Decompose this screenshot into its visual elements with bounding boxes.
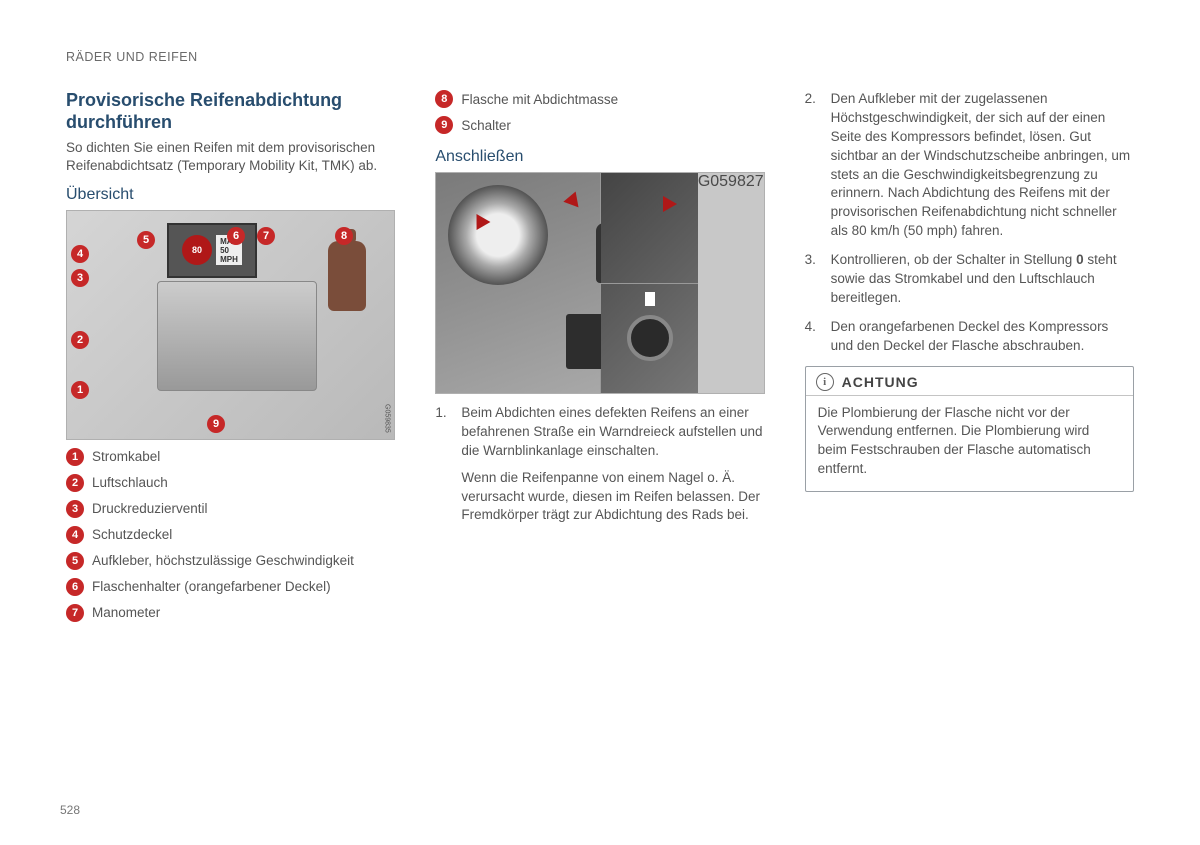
page-number: 528 <box>60 803 80 817</box>
list-number-icon: 4 <box>66 526 84 544</box>
callout-1: 1 <box>71 381 89 399</box>
callout-2: 2 <box>71 331 89 349</box>
page-columns: Provisorische Reifenabdichtung durchführ… <box>66 90 1134 630</box>
list-number-icon: 9 <box>435 116 453 134</box>
step-text: Beim Abdichten eines defekten Reifens an… <box>461 405 762 458</box>
list-number-icon: 6 <box>66 578 84 596</box>
figure-code: G059835 <box>383 404 390 433</box>
column-3: Den Aufkleber mit der zugelassenen Höchs… <box>805 90 1134 630</box>
list-item: 5 Aufkleber, höchstzulässige Geschwindigk… <box>66 552 395 570</box>
steps-list: Beim Abdichten eines defekten Reifens an… <box>435 404 764 525</box>
overview-heading: Übersicht <box>66 186 395 204</box>
list-label: Manometer <box>92 605 160 620</box>
achtung-label: ACHTUNG <box>842 374 919 390</box>
step-item: Kontrollieren, ob der Schalter in Stellu… <box>805 251 1134 308</box>
step-text-bold: 0 <box>1076 252 1084 267</box>
callout-5: 5 <box>137 231 155 249</box>
callout-6: 6 <box>227 227 245 245</box>
step-text: Den Aufkleber mit der zugelassenen Höchs… <box>831 91 1130 238</box>
parts-list-cont: 8 Flasche mit Abdichtmasse 9 Schalter <box>435 90 764 134</box>
column-1: Provisorische Reifenabdichtung durchführ… <box>66 90 395 630</box>
list-label: Schalter <box>461 118 511 133</box>
achtung-header: i ACHTUNG <box>806 367 1133 396</box>
list-number-icon: 1 <box>66 448 84 466</box>
list-label: Druckreduzierventil <box>92 501 208 516</box>
intro-text: So dichten Sie einen Reifen mit dem prov… <box>66 139 395 175</box>
list-item: 4 Schutzdeckel <box>66 526 395 544</box>
list-label: Schutzdeckel <box>92 527 172 542</box>
list-item: 8 Flasche mit Abdichtmasse <box>435 90 764 108</box>
info-icon: i <box>816 373 834 391</box>
parts-list: 1 Stromkabel 2 Luftschlauch 3 Druckreduzier… <box>66 448 395 622</box>
list-label: Stromkabel <box>92 449 160 464</box>
steps-list-cont: Den Aufkleber mit der zugelassenen Höchs… <box>805 90 1134 356</box>
step-text: Den orangefarbenen Deckel des Kompressor… <box>831 319 1109 353</box>
callout-7: 7 <box>257 227 275 245</box>
step-item: Beim Abdichten eines defekten Reifens an… <box>435 404 764 525</box>
list-number-icon: 2 <box>66 474 84 492</box>
list-number-icon: 7 <box>66 604 84 622</box>
callout-4: 4 <box>71 245 89 263</box>
step-item: Den orangefarbenen Deckel des Kompressor… <box>805 318 1134 356</box>
section-header: RÄDER UND REIFEN <box>66 50 1134 64</box>
list-label: Flasche mit Abdichtmasse <box>461 92 618 107</box>
list-number-icon: 5 <box>66 552 84 570</box>
list-item: 1 Stromkabel <box>66 448 395 466</box>
callout-8: 8 <box>335 227 353 245</box>
achtung-box: i ACHTUNG Die Plombierung der Flasche ni… <box>805 366 1134 493</box>
list-item: 3 Druckreduzierventil <box>66 500 395 518</box>
list-label: Luftschlauch <box>92 475 168 490</box>
list-label: Flaschenhalter (orangefarbener Deckel) <box>92 579 331 594</box>
step-subtext: Wenn die Reifenpanne von einem Nagel o. … <box>461 469 764 526</box>
list-item: 7 Manometer <box>66 604 395 622</box>
list-item: 9 Schalter <box>435 116 764 134</box>
connect-figure: G059827 <box>435 172 764 394</box>
achtung-body: Die Plombierung der Flasche nicht vor de… <box>806 396 1133 492</box>
column-2: 8 Flasche mit Abdichtmasse 9 Schalter Ansc… <box>435 90 764 630</box>
step-text-pre: Kontrollieren, ob der Schalter in Stellu… <box>831 252 1076 267</box>
overview-figure: 80 MAX50MPH 1 2 3 4 5 6 7 8 9 G059835 <box>66 210 395 440</box>
list-number-icon: 3 <box>66 500 84 518</box>
callout-3: 3 <box>71 269 89 287</box>
figure-code: G059827 <box>698 173 764 393</box>
page-title: Provisorische Reifenabdichtung durchführ… <box>66 90 395 133</box>
list-item: 2 Luftschlauch <box>66 474 395 492</box>
list-number-icon: 8 <box>435 90 453 108</box>
step-item: Den Aufkleber mit der zugelassenen Höchs… <box>805 90 1134 241</box>
connect-heading: Anschließen <box>435 148 764 166</box>
list-label: Aufkleber, höchstzulässige Geschwindigke… <box>92 553 354 568</box>
list-item: 6 Flaschenhalter (orangefarbener Deckel) <box>66 578 395 596</box>
callout-9: 9 <box>207 415 225 433</box>
